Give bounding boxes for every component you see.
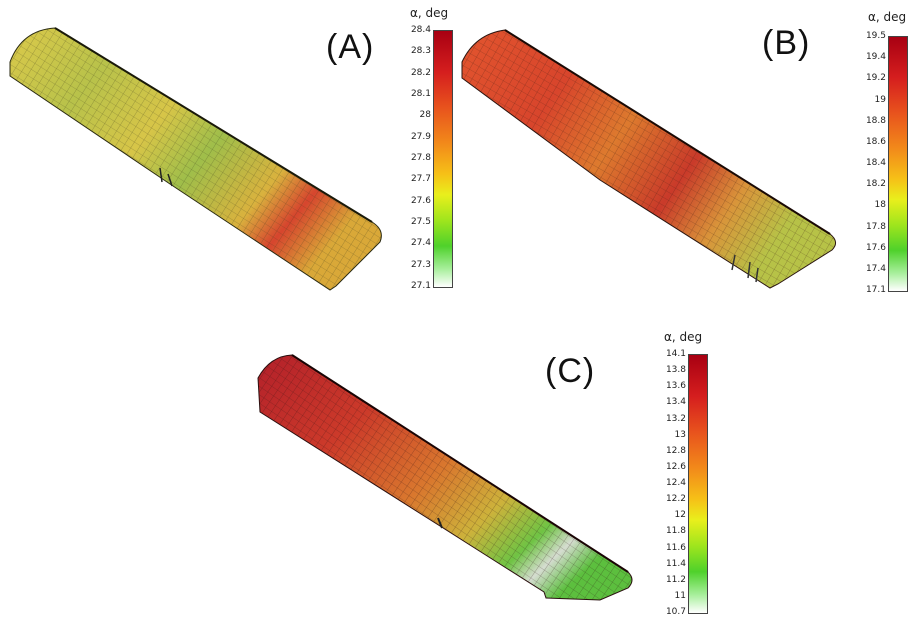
colorbar-tick-label: 13.2 bbox=[665, 413, 686, 424]
panel-c-label: (C) bbox=[545, 352, 596, 390]
colorbar-tick-label: 28 bbox=[419, 110, 431, 121]
colorbar-tick-label: 17.4 bbox=[865, 263, 886, 274]
colorbar-tick-label: 17.8 bbox=[865, 221, 886, 232]
colorbar-tick-label: 18.2 bbox=[865, 179, 886, 190]
colorbar-tick-label: 10.7 bbox=[665, 607, 686, 617]
colorbar-tick-label: 28.2 bbox=[410, 67, 431, 78]
colorbar-b-gradient bbox=[888, 36, 908, 292]
colorbar-tick-label: 19.5 bbox=[865, 31, 886, 41]
colorbar-tick-label: 27.9 bbox=[410, 131, 431, 142]
colorbar-tick-label: 11.6 bbox=[665, 542, 686, 553]
colorbar-tick-label: 27.5 bbox=[410, 217, 431, 227]
colorbar-tick-label: 27.1 bbox=[410, 281, 431, 291]
colorbar-tick-label: 27.4 bbox=[410, 238, 431, 249]
colorbar-tick-label: 12 bbox=[674, 510, 686, 521]
colorbar-a-gradient bbox=[433, 30, 453, 288]
colorbar-tick-label: 19.4 bbox=[865, 52, 886, 63]
colorbar-tick-label: 18.6 bbox=[865, 136, 886, 147]
colorbar-tick-label: 13.8 bbox=[665, 365, 686, 376]
surface-b-mesh bbox=[462, 30, 836, 288]
colorbar-tick-label: 27.6 bbox=[410, 195, 431, 206]
colorbar-tick-label: 14.1 bbox=[665, 349, 686, 359]
colorbar-tick-label: 11 bbox=[674, 590, 686, 601]
colorbar-tick-label: 12.6 bbox=[665, 461, 686, 472]
colorbar-tick-label: 11.8 bbox=[665, 526, 686, 537]
surface-a-mesh bbox=[10, 28, 382, 290]
colorbar-tick-label: 18 bbox=[874, 200, 886, 211]
colorbar-tick-label: 13 bbox=[674, 429, 686, 440]
colorbar-tick-label: 19.2 bbox=[865, 73, 886, 84]
colorbar-tick-label: 19 bbox=[874, 94, 886, 105]
colorbar-tick-label: 27.3 bbox=[410, 259, 431, 270]
colorbar-tick-label: 13.6 bbox=[665, 381, 686, 392]
colorbar-tick-label: 27.8 bbox=[410, 153, 431, 163]
colorbar-tick-label: 18.8 bbox=[865, 115, 886, 126]
colorbar-tick-label: 28.1 bbox=[410, 89, 431, 99]
colorbar-tick-label: 12.4 bbox=[665, 478, 686, 488]
colorbar-c-gradient bbox=[688, 354, 708, 614]
colorbar-tick-label: 27.7 bbox=[410, 174, 431, 185]
colorbar-tick-label: 28.4 bbox=[410, 25, 431, 35]
colorbar-tick-label: 11.4 bbox=[665, 558, 686, 569]
colorbar-tick-label: 13.4 bbox=[665, 397, 686, 408]
colorbar-c-title: α, deg bbox=[664, 330, 703, 344]
colorbar-tick-label: 18.4 bbox=[865, 158, 886, 168]
colorbar-b-title: α, deg bbox=[868, 10, 907, 24]
colorbar-a-title: α, deg bbox=[410, 6, 449, 20]
colorbar-tick-label: 11.2 bbox=[665, 574, 686, 585]
surface-c-mesh bbox=[258, 355, 632, 600]
colorbar-tick-label: 17.6 bbox=[865, 242, 886, 253]
panel-b-label: (B) bbox=[762, 24, 811, 62]
panel-a-label: (A) bbox=[326, 28, 375, 66]
colorbar-tick-label: 17.1 bbox=[865, 285, 886, 295]
colorbar-tick-label: 12.8 bbox=[665, 445, 686, 456]
colorbar-tick-label: 12.2 bbox=[665, 494, 686, 505]
colorbar-tick-label: 28.3 bbox=[410, 46, 431, 57]
